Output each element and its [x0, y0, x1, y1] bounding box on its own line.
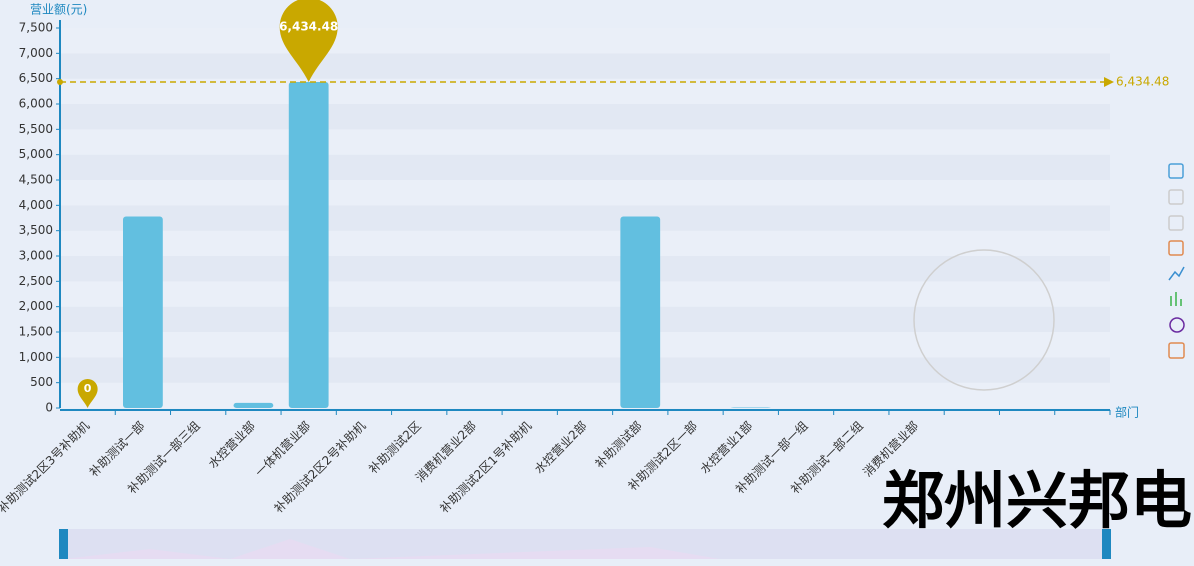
split-band: [60, 28, 1110, 54]
tool-bar[interactable]: [1170, 292, 1182, 306]
tool-restore[interactable]: [1169, 317, 1185, 333]
bar: [730, 407, 771, 408]
y-tick-label: 2,500: [19, 274, 53, 288]
tool-line[interactable]: [1168, 266, 1185, 281]
x-axis-name: 部门: [1115, 405, 1139, 420]
split-band: [60, 230, 1110, 256]
mark-point: [279, 0, 338, 82]
mark-line-label: 6,434.48: [1116, 74, 1169, 88]
y-tick-label: 2,000: [19, 299, 53, 313]
bar: [123, 216, 163, 408]
y-tick-label: 5,500: [19, 122, 53, 136]
split-area: [60, 28, 1110, 408]
split-band: [60, 78, 1110, 104]
y-tick-label: 5,000: [19, 147, 53, 161]
split-band: [60, 281, 1110, 307]
toolbox: [1168, 163, 1185, 359]
split-band: [60, 180, 1110, 206]
tool-mark-clear[interactable]: [1168, 215, 1184, 231]
y-tick-label: 1,000: [19, 350, 53, 364]
zoom-handle[interactable]: [1102, 529, 1111, 559]
y-tick-label: 7,500: [19, 21, 53, 35]
y-tick-label: 6,500: [19, 71, 53, 85]
tool-data-view[interactable]: [1168, 240, 1184, 256]
data-zoom: [59, 529, 1111, 559]
bar: [233, 402, 274, 408]
mark-point: [77, 379, 98, 408]
split-band: [60, 154, 1110, 180]
split-band: [60, 306, 1110, 332]
split-band: [60, 129, 1110, 155]
decoration-circle: [913, 249, 1055, 391]
y-axis-name: 营业额(元): [30, 3, 87, 17]
mark-line-start: [57, 78, 63, 85]
bar: [288, 81, 329, 409]
mark-point-label: 0: [84, 382, 92, 395]
mark-point-label: 6,434.48: [279, 19, 338, 33]
zoom-shadow: [64, 539, 720, 559]
tool-mark-undo[interactable]: [1168, 189, 1184, 205]
split-band: [60, 205, 1110, 231]
y-tick-label: 6,000: [19, 97, 53, 111]
zoom-handle[interactable]: [59, 529, 68, 559]
mark-line-arrow: [1104, 76, 1114, 87]
y-tick-label: 3,000: [19, 249, 53, 263]
y-tick-label: 4,000: [19, 198, 53, 212]
y-tick-label: 1,500: [19, 325, 53, 339]
split-band: [60, 104, 1110, 130]
split-band: [60, 256, 1110, 282]
split-band: [60, 332, 1110, 358]
bar: [620, 216, 661, 408]
y-tick-label: 3,500: [19, 223, 53, 237]
y-tick-label: 7,000: [19, 46, 53, 60]
y-tick-label: 0: [45, 401, 53, 415]
y-tick-label: 500: [30, 375, 53, 389]
y-tick-label: 4,500: [19, 173, 53, 187]
split-band: [60, 53, 1110, 79]
split-band: [60, 357, 1110, 383]
tool-save[interactable]: [1168, 342, 1185, 359]
watermark: 郑州兴邦电子: [882, 464, 1194, 537]
split-band: [60, 382, 1110, 408]
tool-mark[interactable]: [1168, 163, 1184, 179]
